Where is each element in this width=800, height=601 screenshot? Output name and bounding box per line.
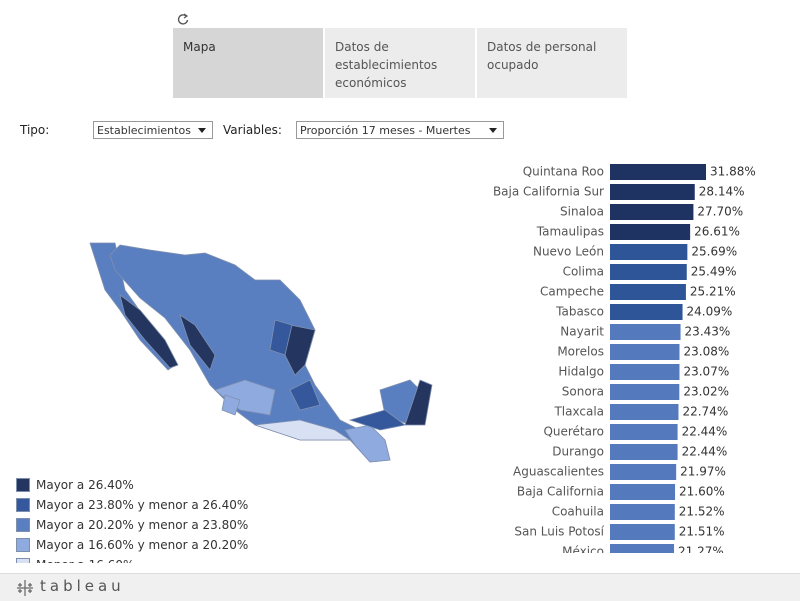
legend-label: Mayor a 26.40% <box>36 478 134 492</box>
value-label: 22.74% <box>682 405 728 419</box>
category-label: Nayarit <box>560 325 604 339</box>
map-region[interactable] <box>254 419 352 441</box>
dropdown[interactable]: Proporción 17 meses - Muertes <box>296 121 504 139</box>
footer: tableau <box>0 573 800 601</box>
map-region[interactable] <box>404 379 433 426</box>
tab[interactable]: Datos de personal ocupado <box>477 28 627 98</box>
legend-item[interactable]: Mayor a 20.20% y menor a 23.80% <box>16 515 316 535</box>
bar <box>610 164 706 180</box>
value-label: 25.21% <box>690 285 736 299</box>
value-label: 25.69% <box>691 245 737 259</box>
legend-label: Menor a 16.60% <box>36 558 134 563</box>
tab[interactable]: Datos de establecimientos económicos <box>325 28 475 98</box>
legend-item[interactable]: Mayor a 23.80% y menor a 26.40% <box>16 495 316 515</box>
bar <box>610 464 677 480</box>
map <box>89 242 433 463</box>
legend-label: Mayor a 16.60% y menor a 20.20% <box>36 538 249 552</box>
bar <box>610 224 691 240</box>
value-label: 22.44% <box>682 425 728 439</box>
value-label: 22.44% <box>682 445 728 459</box>
category-label: Tabasco <box>555 305 604 319</box>
category-label: Aguascalientes <box>513 465 604 479</box>
category-label: Campeche <box>540 285 604 299</box>
map-region[interactable] <box>119 294 179 369</box>
value-label: 25.49% <box>691 265 737 279</box>
value-label: 26.61% <box>694 225 740 239</box>
bar <box>610 344 680 360</box>
bar-chart: Quintana Roo 31.88% Baja California Sur 28.… <box>493 164 756 554</box>
bar <box>610 424 678 440</box>
map-region[interactable] <box>344 424 391 463</box>
map-region[interactable] <box>289 379 321 411</box>
legend-item[interactable]: Mayor a 16.60% y menor a 20.20% <box>16 535 316 555</box>
category-label: Tamaulipas <box>536 225 604 239</box>
legend-item[interactable]: Mayor a 26.40% <box>16 475 316 495</box>
bar <box>610 544 675 553</box>
value-label: 23.08% <box>684 345 730 359</box>
value-label: 27.70% <box>697 205 743 219</box>
tab[interactable]: Mapa <box>173 28 323 98</box>
category-label: Baja California <box>517 485 604 499</box>
legend-label: Mayor a 20.20% y menor a 23.80% <box>36 518 249 532</box>
category-label: Coahuila <box>552 505 604 519</box>
value-label: 23.02% <box>683 385 729 399</box>
map-region[interactable] <box>221 394 241 416</box>
value-label: 23.43% <box>685 325 731 339</box>
bar <box>610 264 687 280</box>
category-label: Baja California Sur <box>493 185 604 199</box>
category-label: San Luis Potosí <box>514 525 604 539</box>
filter-label: Tipo: <box>20 123 50 137</box>
category-label: Sonora <box>562 385 604 399</box>
filter-label: Variables: <box>223 123 282 137</box>
map-region[interactable] <box>348 409 406 431</box>
legend-swatch <box>16 498 30 512</box>
bar <box>610 524 675 540</box>
category-label: Colima <box>563 265 604 279</box>
legend-swatch <box>16 558 30 563</box>
bar <box>610 364 680 380</box>
category-label: Morelos <box>557 345 604 359</box>
bar <box>610 184 695 200</box>
bar <box>610 484 676 500</box>
bar <box>610 324 681 340</box>
bar <box>610 504 675 520</box>
value-label: 24.09% <box>687 305 733 319</box>
bar <box>610 304 683 320</box>
category-label: Nuevo León <box>533 245 604 259</box>
legend-swatch <box>16 518 30 532</box>
category-label: Quintana Roo <box>523 165 604 179</box>
value-label: 28.14% <box>699 185 745 199</box>
bar <box>610 444 678 460</box>
brand: tableau <box>40 577 125 595</box>
dropdown[interactable]: Establecimientos <box>93 121 213 139</box>
map-region[interactable] <box>179 314 216 371</box>
legend-label: Mayor a 23.80% y menor a 26.40% <box>36 498 249 512</box>
bar <box>610 204 694 220</box>
category-label: Sinaloa <box>560 205 604 219</box>
legend-swatch <box>16 538 30 552</box>
value-label: 31.88% <box>710 165 756 179</box>
value-label: 21.60% <box>679 485 725 499</box>
category-label: Tlaxcala <box>553 405 604 419</box>
bar <box>610 384 680 400</box>
legend-item[interactable]: Menor a 16.60% <box>16 555 316 563</box>
value-label: 23.07% <box>683 365 729 379</box>
category-label: Querétaro <box>543 425 604 439</box>
value-label: 21.27% <box>678 545 724 554</box>
legend-swatch <box>16 478 30 492</box>
category-label: México <box>562 545 604 554</box>
value-label: 21.52% <box>679 505 725 519</box>
category-label: Hidalgo <box>558 365 604 379</box>
value-label: 21.97% <box>680 465 726 479</box>
bar <box>610 404 679 420</box>
bar <box>610 244 688 260</box>
category-label: Durango <box>552 445 604 459</box>
tableau-logo <box>17 580 33 596</box>
bar <box>610 284 686 300</box>
refresh-icon[interactable] <box>176 12 190 26</box>
legend: Mayor a 26.40% Mayor a 23.80% y menor a 2… <box>16 475 316 563</box>
map-region[interactable] <box>269 319 293 356</box>
value-label: 21.51% <box>679 525 725 539</box>
